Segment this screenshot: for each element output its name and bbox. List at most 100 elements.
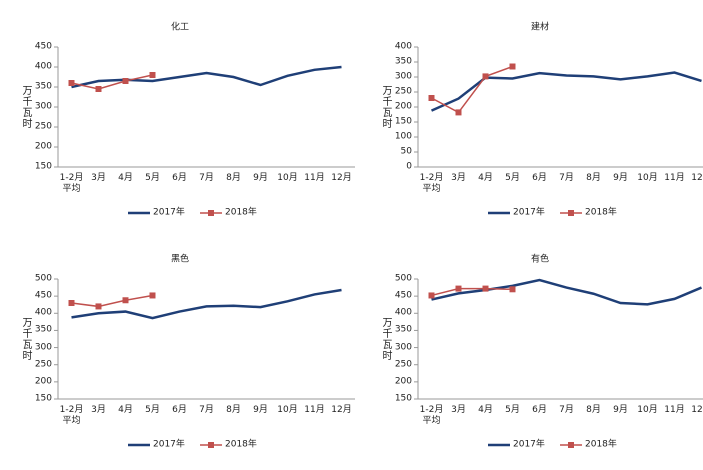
series-line [71, 294, 153, 308]
series-line [430, 71, 702, 112]
series-line [71, 74, 153, 90]
legend-label: 2018年 [225, 439, 257, 450]
marker [509, 63, 516, 70]
x-tick-label: 4月 [478, 405, 493, 415]
series-line [431, 287, 513, 297]
y-tick-label: 200 [394, 101, 412, 112]
y-axis-label: 万千瓦时 [20, 317, 31, 361]
y-tick-label: 300 [34, 342, 52, 353]
x-tick-label: 4月 [478, 173, 493, 183]
y-tick-label: 150 [34, 393, 52, 404]
x-tick-label: 7月 [199, 173, 214, 183]
x-tick-label: 6月 [532, 405, 547, 415]
x-tick-label: 1-2月 平均 [419, 173, 444, 194]
x-tick-label: 8月 [226, 173, 241, 183]
x-tick-label: 8月 [226, 405, 241, 415]
legend-marker [568, 210, 574, 216]
y-tick-label: 150 [394, 393, 412, 404]
marker [428, 292, 435, 299]
x-tick-label: 10月 [637, 173, 658, 183]
marker [68, 300, 75, 306]
x-tick-label: 11月 [664, 173, 685, 183]
y-tick-label: 350 [394, 324, 412, 335]
legend-label: 2017年 [513, 439, 545, 450]
x-tick-label: 5月 [505, 405, 520, 415]
x-tick-label: 3月 [91, 173, 106, 183]
chart-title: 有色 [530, 254, 550, 265]
y-tick-label: 450 [394, 290, 412, 301]
y-tick-label: 400 [394, 41, 412, 52]
legend-label: 2018年 [585, 439, 617, 450]
x-tick-label: 9月 [613, 405, 628, 415]
y-tick-label: 250 [394, 86, 412, 97]
x-tick-label: 1-2月 平均 [419, 405, 444, 426]
y-tick-label: 500 [34, 273, 52, 284]
series-line [431, 278, 702, 306]
y-tick-label: 350 [34, 81, 52, 92]
x-tick-label: 11月 [304, 405, 325, 415]
marker [455, 109, 462, 116]
y-tick-label: 450 [34, 290, 52, 301]
legend-marker [568, 442, 574, 448]
x-tick-label: 5月 [505, 173, 520, 183]
y-tick-label: 100 [394, 131, 412, 142]
x-tick-label: 7月 [199, 405, 214, 415]
x-tick-label: 3月 [451, 173, 466, 183]
chart-title: 化工 [170, 22, 190, 33]
x-tick-label: 8月 [586, 173, 601, 183]
marker [122, 78, 129, 84]
x-tick-label: 9月 [253, 405, 268, 415]
marker [509, 286, 516, 293]
x-tick-label: 9月 [253, 173, 268, 183]
y-tick-label: 200 [34, 376, 52, 387]
y-axis-label: 万千瓦时 [380, 317, 391, 361]
marker [149, 292, 156, 299]
x-tick-label: 7月 [559, 173, 574, 183]
y-tick-label: 400 [34, 61, 52, 72]
chart-title: 黑色 [170, 254, 190, 265]
y-tick-label: 250 [34, 121, 52, 132]
y-tick-label: 350 [394, 56, 412, 67]
x-tick-label: 5月 [145, 405, 160, 415]
marker [68, 80, 75, 86]
legend-marker [208, 442, 214, 448]
x-tick-label: 6月 [532, 173, 547, 183]
series-line [431, 65, 513, 114]
y-tick-label: 250 [394, 359, 412, 370]
y-tick-label: 150 [34, 161, 52, 172]
legend-label: 2017年 [153, 439, 185, 450]
marker [149, 72, 156, 78]
x-tick-label: 10月 [277, 173, 298, 183]
legend-label: 2018年 [225, 207, 257, 218]
marker [428, 95, 435, 101]
y-tick-label: 50 [400, 146, 412, 157]
y-tick-label: 350 [34, 324, 52, 335]
x-tick-label: 6月 [172, 405, 187, 415]
marker [482, 285, 489, 292]
legend-label: 2017年 [513, 207, 545, 218]
y-tick-label: 200 [34, 141, 52, 152]
marker [95, 303, 102, 310]
x-tick-label: 12月 [331, 173, 352, 183]
x-tick-label: 11月 [304, 173, 325, 183]
x-tick-label: 12月 [331, 405, 352, 415]
x-tick-label: 6月 [172, 173, 187, 183]
x-tick-label: 1-2月 平均 [59, 405, 84, 426]
x-tick-label: 12月 [691, 405, 703, 415]
x-tick-label: 3月 [451, 405, 466, 415]
x-tick-label: 8月 [586, 405, 601, 415]
legend-marker [208, 210, 214, 216]
x-tick-label: 10月 [277, 405, 298, 415]
chart-title: 建材 [530, 22, 550, 33]
y-tick-label: 400 [394, 307, 412, 318]
legend-label: 2017年 [153, 207, 185, 218]
y-tick-label: 150 [394, 116, 412, 127]
marker [455, 285, 462, 292]
series-line [71, 288, 342, 320]
y-tick-label: 0 [406, 161, 412, 172]
y-tick-label: 400 [34, 307, 52, 318]
y-tick-label: 450 [34, 41, 52, 52]
x-tick-label: 4月 [118, 405, 133, 415]
